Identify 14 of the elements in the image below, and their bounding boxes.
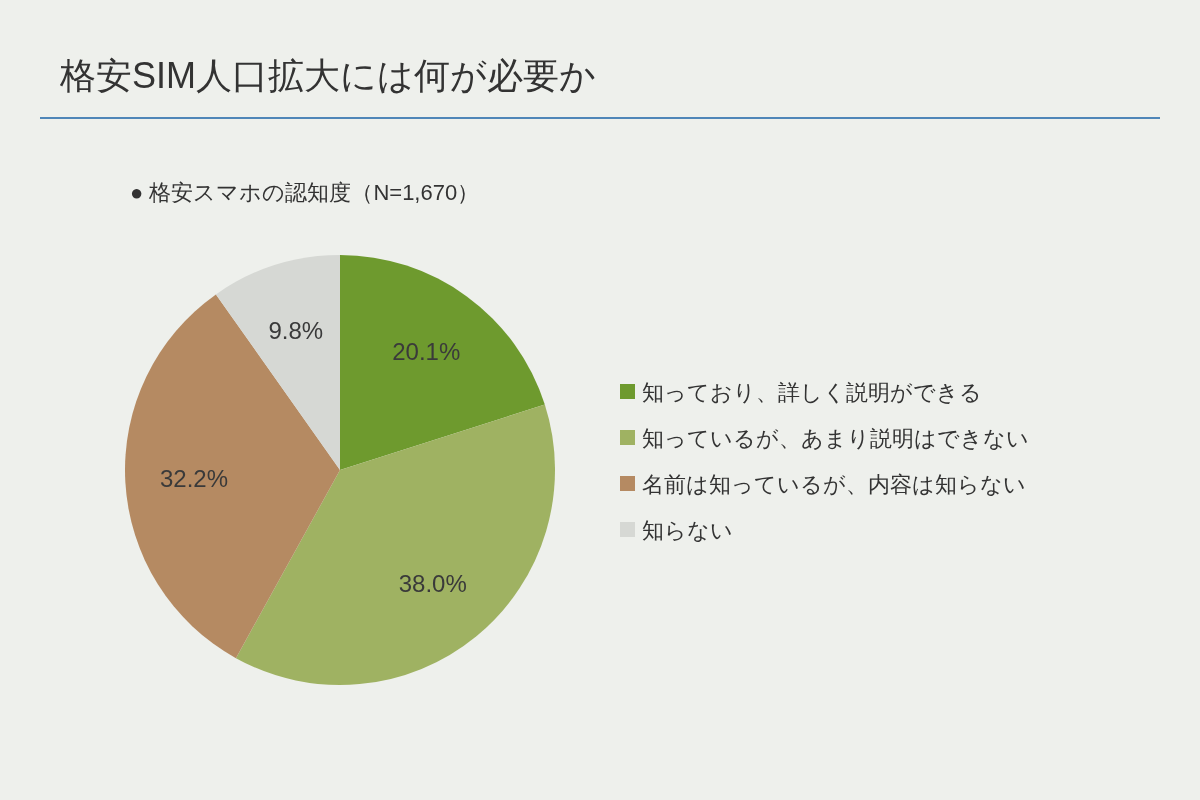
legend-label: 知っているが、あまり説明はできない [642,425,1029,451]
data-label: 32.2% [159,464,229,492]
pie-slice [340,255,545,470]
legend-label: 知っており、詳しく説明ができる [642,379,982,405]
data-label: 20.1% [392,338,461,366]
data-label: 38.0% [398,569,467,597]
pie-slice [215,255,340,470]
pie-slice [235,404,555,685]
chart-subtitle: ● 格安スマホの認知度（N=1,670） [130,180,480,205]
chart-title: 格安SIM人口拡大には何が必要か [59,55,597,96]
pie-slice [125,294,340,659]
legend-label: 知らない [642,517,733,543]
data-label: 9.8% [268,317,324,345]
legend-label: 名前は知っているが、内容は知らない [642,471,1026,497]
